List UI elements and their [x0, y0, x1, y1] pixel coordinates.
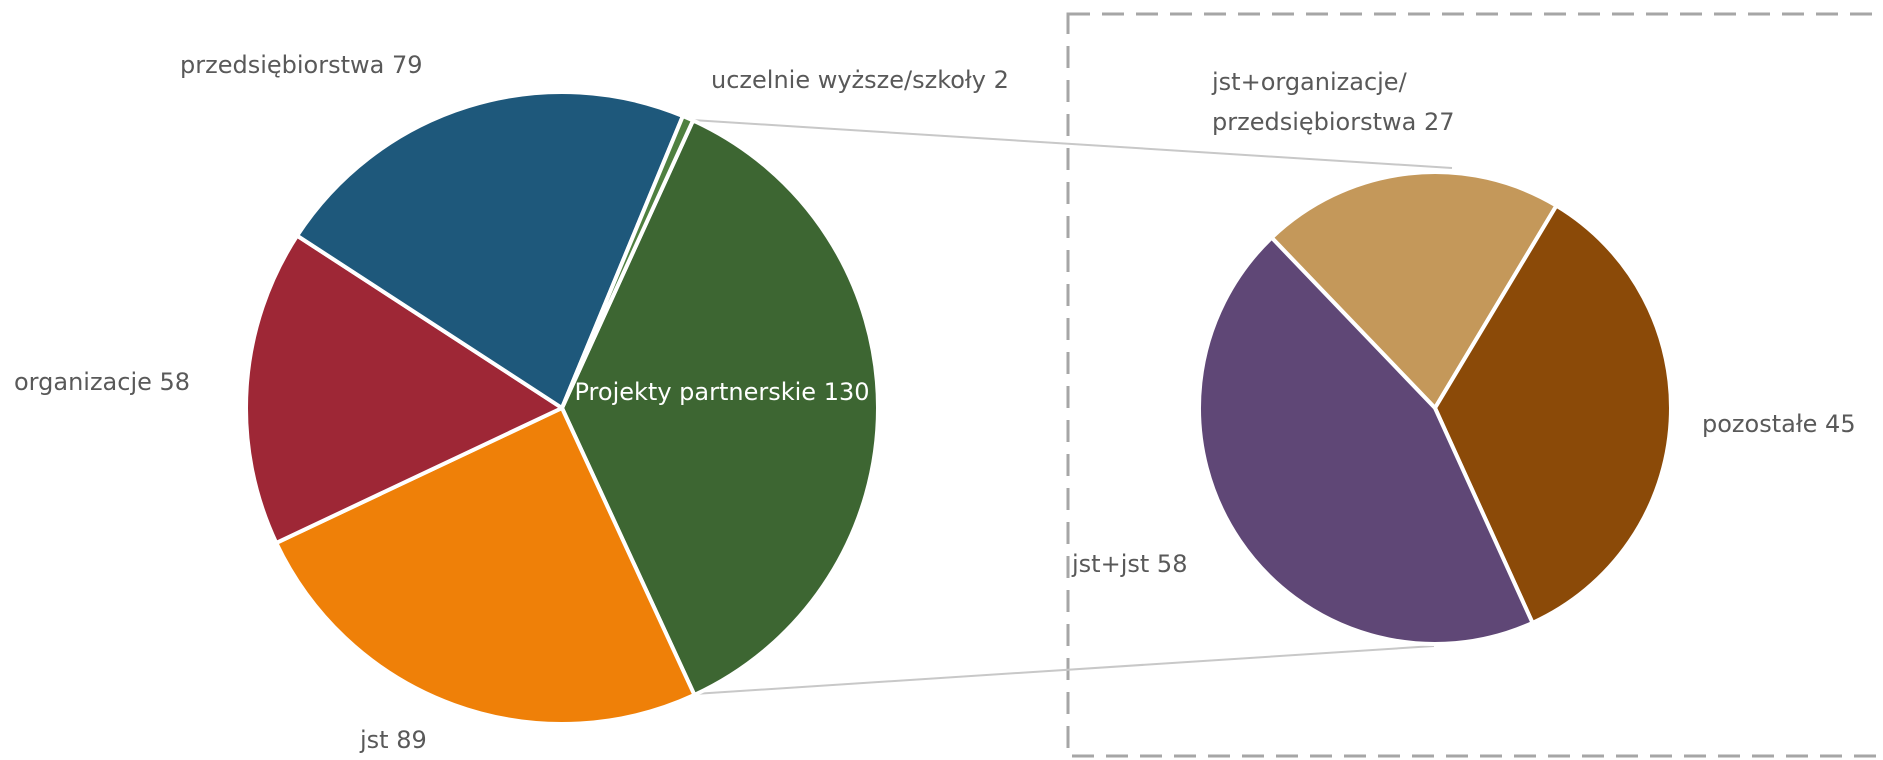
category-name: jst+jst — [1072, 550, 1150, 578]
category-name: jst — [360, 726, 389, 754]
pie-slice — [1433, 203, 1673, 625]
connector-line — [691, 119, 1453, 169]
value-label: 79 — [391, 51, 423, 79]
slice-label: przedsiębiorstwa 79 — [180, 45, 500, 85]
value-label: 45 — [1825, 410, 1856, 438]
pie-slice — [560, 118, 880, 697]
slice-label: jst+jst 58 — [1072, 544, 1272, 584]
category-name: Projekty partnerskie — [574, 378, 817, 406]
value-label: 2 — [993, 66, 1009, 94]
value-label: 58 — [1156, 550, 1188, 578]
category-name: uczelnie wyższe/szkoły — [711, 66, 986, 94]
category-name: pozostałe — [1702, 410, 1818, 438]
category-name: organizacje — [14, 368, 152, 396]
pie-slice — [1269, 170, 1559, 410]
pie-slice — [274, 406, 697, 726]
value-label: 130 — [823, 378, 870, 406]
pie-slice — [560, 114, 696, 410]
category-name: przedsiębiorstwa — [180, 51, 385, 79]
slice-label: uczelnie wyższe/szkoły 2 — [711, 60, 1091, 100]
pie-slice — [244, 233, 564, 545]
connector-line — [693, 645, 1435, 695]
value-label: 27 — [1423, 108, 1455, 136]
slice-label: organizacje 58 — [14, 362, 254, 402]
value-label: 89 — [396, 726, 427, 754]
slice-label: pozostałe 45 — [1702, 404, 1882, 444]
secondary-frame — [1066, 12, 1883, 758]
pie-slice — [295, 90, 685, 410]
slice-label: jst 89 — [360, 720, 560, 760]
pie-slice — [1196, 235, 1535, 646]
category-name: jst+organizacje/przedsiębiorstwa — [1212, 68, 1417, 136]
value-label: 58 — [159, 368, 191, 396]
slice-label: jst+organizacje/przedsiębiorstwa 27 — [1212, 62, 1512, 142]
slice-label: Projekty partnerskie 130 — [572, 372, 872, 412]
